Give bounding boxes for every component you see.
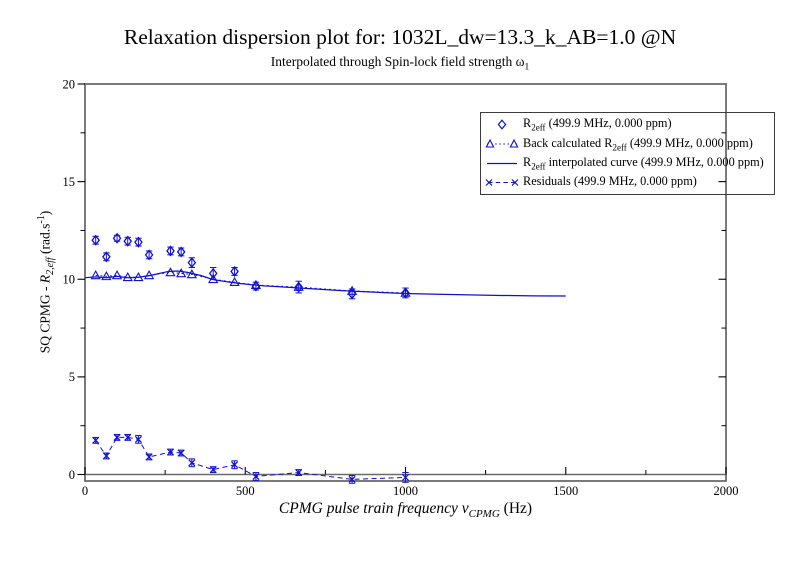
back-calculated-marker — [90, 270, 101, 280]
plot-subtitle: Interpolated through Spin-lock field str… — [0, 54, 800, 73]
r2eff-marker — [134, 236, 143, 248]
legend-entry-residuals: Residuals (499.9 MHz, 0.000 ppm) — [481, 173, 774, 192]
legend-label: Residuals (499.9 MHz, 0.000 ppm) — [523, 174, 697, 189]
back-calculated-marker — [186, 269, 197, 279]
r2eff-marker — [208, 267, 218, 279]
residual-marker — [145, 453, 153, 461]
x-tick-label: 0 — [82, 484, 88, 498]
residual-marker — [348, 475, 356, 483]
residual-marker — [231, 461, 239, 469]
subtitle-text: Interpolated through Spin-lock field str… — [270, 54, 516, 69]
solid-line-icon — [481, 156, 523, 171]
y-axis-label: SQ CPMG - R2,eff (rad.s-1) — [35, 210, 57, 354]
back-calculated-marker — [143, 270, 155, 280]
x-axis-label: CPMG pulse train frequency νCPMG (Hz) — [278, 500, 533, 521]
y-tick-label: 5 — [69, 370, 75, 384]
back-calculated-marker — [165, 267, 176, 277]
back-calculated-marker — [111, 270, 123, 280]
back-calculated-marker — [133, 271, 144, 282]
residual-marker — [209, 466, 217, 474]
r2eff-marker — [230, 265, 239, 277]
back-calculated-marker — [101, 270, 112, 281]
back-calculated-marker — [122, 271, 133, 282]
y-tick-label: 20 — [63, 77, 76, 91]
open-diamond-marker-icon — [481, 117, 523, 132]
interpolated-curve-line — [84, 270, 566, 297]
residual-marker — [177, 449, 185, 457]
residual-marker — [188, 459, 196, 467]
residual-marker — [295, 469, 303, 477]
omega-subscript: 1 — [524, 62, 530, 73]
legend-label: R2eff (499.9 MHz, 0.000 ppm) — [523, 116, 672, 133]
r2eff-marker — [91, 234, 101, 246]
residual-marker — [92, 436, 100, 444]
r2eff-marker — [187, 257, 197, 269]
back-calculated-marker — [176, 268, 187, 278]
nu-symbol: ν — [461, 500, 469, 517]
r2eff-marker — [102, 251, 111, 263]
legend-label: Back calculated R2eff (499.9 MHz, 0.000 … — [523, 135, 753, 153]
residual-marker — [166, 448, 175, 456]
residual-marker — [401, 473, 410, 481]
back-calculated-line — [95, 271, 406, 294]
residual-marker — [252, 472, 260, 480]
x-dashed-line-icon — [481, 175, 523, 190]
legend-label: R2eff interpolated curve (499.9 MHz, 0.0… — [523, 154, 764, 172]
x-tick-label: 1500 — [553, 484, 578, 498]
r2eff-marker — [176, 246, 186, 258]
r2eff-marker — [144, 249, 154, 261]
legend-entry-back-calculated: Back calculated R2eff (499.9 MHz, 0.000 … — [481, 134, 774, 153]
triangle-dotted-line-icon — [481, 136, 523, 151]
x-tick-label: 500 — [236, 484, 255, 498]
legend-entry-r2eff: R2eff (499.9 MHz, 0.000 ppm) — [481, 115, 774, 134]
plot-title: Relaxation dispersion plot for: 1032L_dw… — [123, 25, 677, 49]
y-tick-label: 0 — [69, 468, 75, 482]
r2eff-marker — [294, 281, 303, 293]
r2eff-marker — [401, 287, 410, 299]
r2eff-marker — [112, 232, 122, 244]
omega-symbol: ω — [515, 54, 525, 69]
x-tick-label: 2000 — [714, 484, 739, 498]
r2eff-marker — [166, 245, 175, 257]
residual-marker — [113, 433, 121, 441]
r2eff-marker — [123, 235, 133, 247]
x-tick-label: 1000 — [393, 484, 418, 498]
y-tick-label: 15 — [63, 175, 76, 189]
residuals-line — [95, 436, 406, 480]
y-tick-label: 10 — [63, 273, 76, 287]
r2eff-symbol: R — [37, 274, 53, 284]
legend-box: R2eff (499.9 MHz, 0.000 ppm) Back calcul… — [480, 112, 775, 195]
r2eff-marker — [251, 280, 261, 292]
back-calculated-marker — [229, 276, 240, 287]
residual-marker — [134, 435, 142, 443]
residual-marker — [124, 433, 132, 441]
residual-marker — [102, 452, 110, 460]
r2eff-marker — [347, 288, 357, 300]
legend-entry-interpolated-curve: R2eff interpolated curve (499.9 MHz, 0.0… — [481, 154, 774, 173]
